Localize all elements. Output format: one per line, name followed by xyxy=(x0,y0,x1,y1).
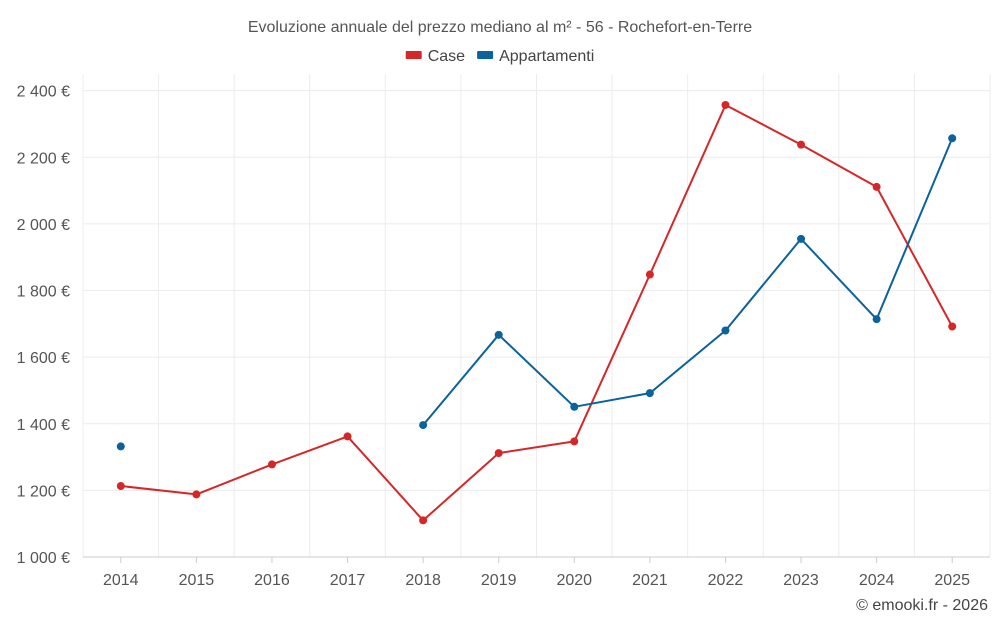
data-point[interactable] xyxy=(948,134,957,143)
series-appartamenti[interactable] xyxy=(116,134,957,451)
series-case[interactable] xyxy=(116,100,957,525)
legend-swatch xyxy=(405,51,422,59)
data-point[interactable] xyxy=(797,234,806,243)
data-point[interactable] xyxy=(116,482,125,491)
x-tick-label: 2025 xyxy=(934,572,970,589)
x-tick-label: 2015 xyxy=(179,572,215,589)
vertical-gridlines xyxy=(82,74,991,557)
x-tick-label: 2018 xyxy=(405,572,441,589)
x-tick-label: 2022 xyxy=(708,572,744,589)
y-axis-ticks: 1 000 € 1 200 € 1 400 € 1 600 € 1 800 € 2 000… xyxy=(17,84,70,567)
data-point[interactable] xyxy=(721,326,730,335)
horizontal-gridlines xyxy=(83,90,990,558)
data-point[interactable] xyxy=(797,140,806,149)
data-point[interactable] xyxy=(192,490,201,499)
data-point[interactable] xyxy=(494,330,503,339)
chart-title: Evoluzione annuale del prezzo mediano al… xyxy=(248,19,752,36)
data-point[interactable] xyxy=(419,516,428,525)
data-point[interactable] xyxy=(494,449,503,458)
legend-item-case[interactable]: Case xyxy=(405,48,465,65)
legend[interactable]: Case Appartamenti xyxy=(405,48,595,65)
legend-swatch xyxy=(477,51,494,59)
x-axis-ticks: 2014 2015 2016 2017 2018 2019 2020 2021 2022 2023… xyxy=(103,557,970,589)
x-tick-label: 2020 xyxy=(556,572,592,589)
legend-label: Appartamenti xyxy=(499,48,594,65)
y-tick-label: 2 000 € xyxy=(17,217,70,234)
data-point[interactable] xyxy=(570,437,579,446)
data-point[interactable] xyxy=(872,315,881,324)
series-layer xyxy=(116,100,957,525)
legend-label: Case xyxy=(428,48,465,65)
series-line[interactable] xyxy=(422,137,954,426)
y-tick-label: 1 000 € xyxy=(17,550,70,567)
x-tick-label: 2016 xyxy=(254,572,290,589)
y-tick-label: 1 800 € xyxy=(17,284,70,301)
data-point[interactable] xyxy=(645,389,654,398)
y-tick-label: 1 400 € xyxy=(17,417,70,434)
x-tick-label: 2019 xyxy=(481,572,517,589)
series-line[interactable] xyxy=(120,104,954,522)
data-point[interactable] xyxy=(343,432,352,441)
y-tick-label: 1 200 € xyxy=(17,483,70,500)
x-tick-label: 2021 xyxy=(632,572,668,589)
x-tick-label: 2023 xyxy=(783,572,819,589)
copyright-text: © emooki.fr - 2026 xyxy=(856,597,988,614)
y-tick-label: 2 400 € xyxy=(17,84,70,101)
y-tick-label: 2 200 € xyxy=(17,150,70,167)
legend-item-appartamenti[interactable]: Appartamenti xyxy=(477,48,594,65)
data-point[interactable] xyxy=(645,270,654,279)
data-point[interactable] xyxy=(721,100,730,109)
y-tick-label: 1 600 € xyxy=(17,350,70,367)
x-tick-label: 2014 xyxy=(103,572,139,589)
data-point[interactable] xyxy=(419,421,428,430)
data-point[interactable] xyxy=(872,182,881,191)
data-point[interactable] xyxy=(570,402,579,411)
data-point[interactable] xyxy=(267,460,276,469)
data-point[interactable] xyxy=(116,442,125,451)
x-tick-label: 2024 xyxy=(859,572,895,589)
data-point[interactable] xyxy=(948,322,957,331)
x-tick-label: 2017 xyxy=(330,572,366,589)
